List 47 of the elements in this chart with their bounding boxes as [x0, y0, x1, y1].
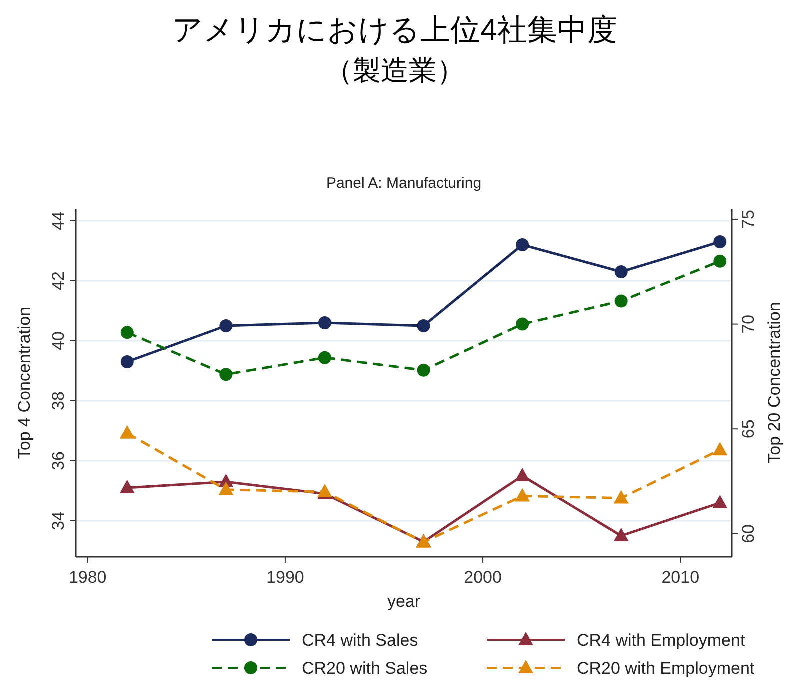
y-tick-label: 40 [49, 332, 68, 350]
y-tick-label: 44 [49, 212, 68, 230]
y-tick-label: 42 [49, 272, 68, 290]
point [614, 266, 628, 278]
y2-tick-label: 60 [739, 524, 758, 544]
point [516, 238, 530, 252]
y-tick-label: 36 [49, 452, 68, 470]
x-tick-label: 2000 [464, 568, 502, 587]
point [220, 320, 233, 332]
x-tick-label: 2010 [662, 568, 700, 587]
y-axis-title: Top 4 Concentration [15, 306, 34, 460]
point [515, 468, 530, 482]
legend-label: CR20 with Employment [577, 659, 755, 678]
y2-tick-label: 70 [739, 314, 758, 334]
y2-tick-label: 65 [739, 420, 758, 439]
point [318, 351, 332, 364]
point [417, 364, 430, 377]
x-tick-label: 1980 [68, 568, 107, 587]
x-axis-title: year [387, 592, 421, 611]
point [318, 316, 332, 330]
point [516, 318, 530, 331]
point [614, 294, 628, 308]
y2-tick-label: 75 [739, 210, 758, 229]
y2-axis-title: Top 20 Concentration [765, 302, 784, 464]
point [712, 442, 728, 456]
point [120, 326, 134, 340]
point [714, 254, 727, 268]
point [515, 488, 530, 502]
y-tick-label: 34 [49, 512, 68, 530]
point [714, 236, 727, 248]
point [417, 320, 430, 332]
point [712, 495, 728, 508]
point [220, 368, 233, 382]
point [614, 490, 629, 504]
point [120, 356, 134, 368]
point [120, 480, 135, 494]
point [614, 528, 629, 542]
legend-label: CR4 with Sales [302, 631, 418, 650]
point [120, 425, 135, 439]
legend-label: CR20 with Sales [302, 659, 428, 678]
x-tick-label: 1990 [266, 568, 304, 587]
chart-subtitle: （製造業） [325, 55, 465, 86]
y-tick-label: 38 [49, 392, 68, 410]
chart-title: アメリカにおける上位4社集中度 [172, 14, 618, 47]
legend-label: CR4 with Employment [577, 631, 746, 650]
text: Panel A: Manufacturing [326, 175, 482, 192]
point [218, 482, 234, 496]
